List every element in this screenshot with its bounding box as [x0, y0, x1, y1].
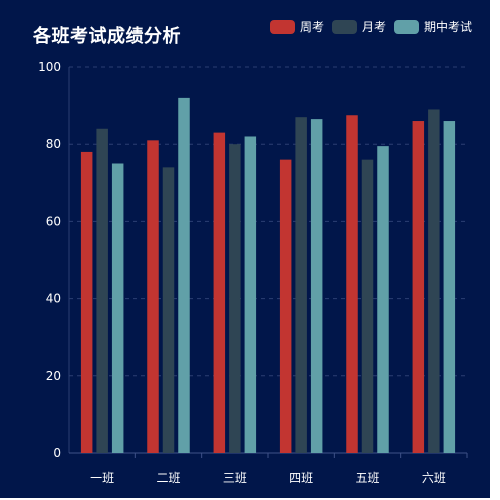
bar-4-1 [361, 159, 374, 453]
bar-2-0 [213, 132, 226, 453]
axis-layer [68, 67, 468, 458]
label-layer: 0 20 40 60 80 100 一班 二班 三班 四班 五班 六班 [38, 60, 446, 485]
y-tick-label-20: 20 [46, 369, 61, 383]
legend-swatch-0 [270, 19, 295, 34]
bar-1-1 [162, 167, 175, 454]
bar-1-2 [178, 97, 190, 453]
bar-5-2 [443, 121, 456, 453]
legend: 周考 月考 期中考试 [270, 18, 480, 35]
y-tick-label-60: 60 [46, 214, 61, 228]
x-tick-label-1: 二班 [156, 471, 180, 485]
x-tick-label-0: 一班 [90, 471, 114, 485]
bar-layer [80, 97, 456, 454]
legend-swatch-2 [394, 19, 420, 34]
y-tick-label-40: 40 [46, 292, 61, 306]
bar-2-1 [229, 144, 241, 453]
legend-item-1[interactable]: 月考 [332, 18, 386, 35]
legend-item-2[interactable]: 期中考试 [394, 18, 472, 35]
bar-3-2 [310, 119, 323, 454]
x-tick-label-4: 五班 [355, 471, 379, 485]
y-tick-label-100: 100 [38, 60, 61, 74]
bar-0-0 [80, 151, 93, 454]
bar-3-0 [279, 159, 292, 453]
bar-4-0 [346, 115, 358, 453]
legend-item-0[interactable]: 周考 [270, 18, 324, 35]
y-tick-label-0: 0 [53, 446, 61, 460]
legend-label-1: 月考 [362, 20, 387, 34]
chart-card: 各班考试成绩分析 周考 月考 期中考试 0 20 40 60 80 100 一班 二班 三班 四班… [0, 0, 490, 498]
bar-4-2 [377, 146, 389, 453]
bar-3-1 [295, 117, 307, 454]
legend-swatch-1 [332, 19, 358, 34]
x-tick-label-3: 四班 [289, 471, 313, 485]
x-tick-label-5: 六班 [422, 471, 446, 485]
bar-2-2 [244, 136, 257, 454]
chart-title: 各班考试成绩分析 [33, 26, 181, 47]
plot-area: 0 20 40 60 80 100 一班 二班 三班 四班 五班 六班 [38, 60, 468, 485]
legend-label-0: 周考 [300, 20, 325, 34]
bar-5-1 [428, 109, 440, 454]
bar-5-0 [412, 121, 425, 453]
grid-layer [69, 66, 467, 377]
y-tick-label-80: 80 [46, 137, 61, 151]
bar-0-2 [111, 163, 124, 453]
bar-1-0 [147, 140, 159, 453]
bar-0-1 [96, 128, 108, 453]
legend-label-2: 期中考试 [424, 20, 473, 34]
x-tick-label-2: 三班 [223, 471, 247, 485]
